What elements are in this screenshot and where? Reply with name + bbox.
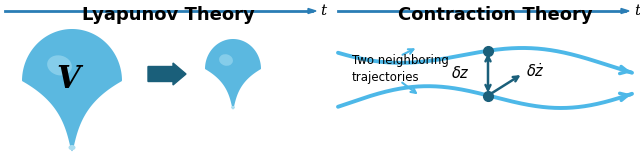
Ellipse shape (47, 55, 72, 76)
Ellipse shape (231, 106, 235, 109)
Text: Contraction Theory: Contraction Theory (397, 6, 592, 24)
FancyArrow shape (148, 63, 186, 85)
Ellipse shape (68, 145, 76, 150)
Text: Two neighboring
trajectories: Two neighboring trajectories (352, 54, 449, 84)
Text: $\delta z$: $\delta z$ (451, 65, 470, 81)
Polygon shape (22, 29, 122, 151)
Text: $\delta\dot{z}$: $\delta\dot{z}$ (526, 63, 545, 80)
Polygon shape (205, 39, 261, 110)
FancyArrow shape (621, 8, 629, 14)
Text: t: t (320, 4, 326, 18)
Ellipse shape (219, 54, 233, 66)
Text: t: t (634, 4, 640, 18)
Text: V: V (56, 63, 80, 94)
Text: Lyapunov Theory: Lyapunov Theory (82, 6, 254, 24)
FancyArrow shape (308, 8, 316, 14)
